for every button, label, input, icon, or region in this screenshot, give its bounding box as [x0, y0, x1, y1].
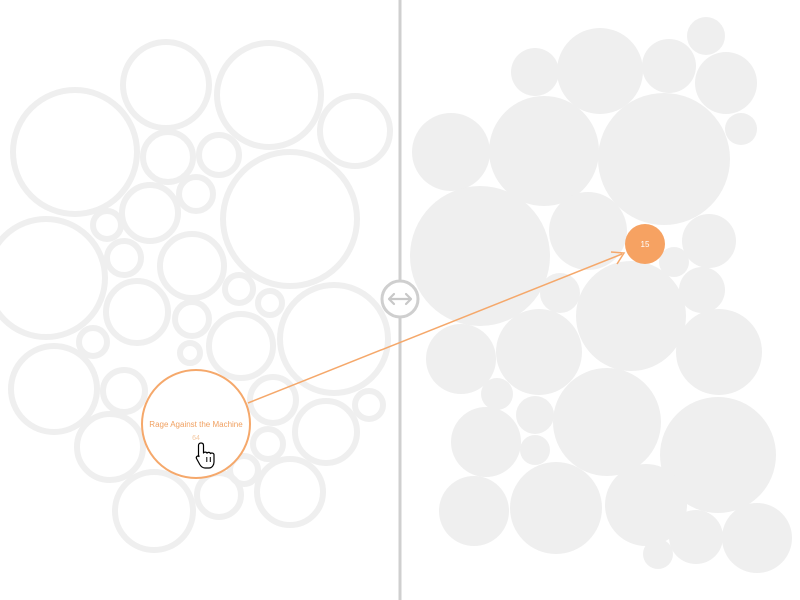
left-bubble[interactable]: [119, 182, 181, 244]
left-bubble[interactable]: [317, 93, 393, 169]
hand-pointer-icon: [195, 442, 215, 469]
right-bubble[interactable]: [659, 247, 689, 277]
left-bubble[interactable]: [222, 272, 256, 306]
right-bubble[interactable]: [412, 113, 490, 191]
right-bubble[interactable]: [481, 378, 513, 410]
left-bubble[interactable]: [247, 374, 299, 426]
left-bubble[interactable]: [352, 388, 386, 422]
right-bubble[interactable]: [679, 267, 725, 313]
swap-arrows-icon: [387, 292, 413, 306]
left-bubble-selected[interactable]: [141, 369, 251, 479]
right-bubble[interactable]: [695, 52, 757, 114]
right-bubble[interactable]: [511, 48, 559, 96]
right-bubble[interactable]: [549, 192, 627, 270]
right-bubble[interactable]: [669, 510, 723, 564]
left-bubble[interactable]: [104, 238, 144, 278]
selected-bubble-count: 64: [192, 435, 200, 442]
connection-arrow: [247, 251, 626, 404]
right-selected-value: 15: [641, 240, 650, 249]
left-bubble[interactable]: [176, 174, 216, 214]
swap-toggle-button[interactable]: [380, 279, 420, 319]
left-bubble[interactable]: [177, 340, 203, 366]
right-bubble[interactable]: [451, 407, 521, 477]
left-bubble[interactable]: [194, 470, 244, 520]
right-bubble[interactable]: [576, 261, 686, 371]
right-bubble[interactable]: [516, 396, 554, 434]
right-bubble[interactable]: [510, 462, 602, 554]
left-bubble[interactable]: [140, 129, 196, 185]
right-bubble[interactable]: [410, 186, 550, 326]
right-bubble[interactable]: [520, 435, 550, 465]
right-bubble[interactable]: [660, 397, 776, 513]
right-bubble-selected[interactable]: [625, 224, 665, 264]
left-bubble[interactable]: [220, 149, 360, 289]
left-bubble[interactable]: [74, 411, 146, 483]
right-bubble[interactable]: [682, 214, 736, 268]
left-bubble[interactable]: [255, 288, 285, 318]
selected-bubble-label: Rage Against the Machine: [149, 420, 243, 429]
left-bubble[interactable]: [250, 426, 286, 462]
right-bubble[interactable]: [642, 39, 696, 93]
right-bubble[interactable]: [687, 17, 725, 55]
right-bubble-panel: [410, 17, 792, 573]
left-bubble[interactable]: [90, 208, 124, 242]
left-bubble[interactable]: [10, 87, 140, 217]
right-bubble[interactable]: [725, 113, 757, 145]
right-bubble[interactable]: [426, 324, 496, 394]
left-bubble[interactable]: [227, 453, 261, 487]
right-bubble[interactable]: [598, 93, 730, 225]
left-bubble[interactable]: [157, 231, 227, 301]
right-bubble[interactable]: [643, 539, 673, 569]
right-bubble[interactable]: [605, 464, 687, 546]
right-bubble[interactable]: [553, 368, 661, 476]
left-bubble[interactable]: [112, 469, 196, 553]
right-bubble[interactable]: [489, 96, 599, 206]
left-bubble[interactable]: [100, 367, 148, 415]
left-bubble[interactable]: [172, 299, 212, 339]
left-bubble[interactable]: [206, 311, 276, 381]
left-bubble[interactable]: [103, 278, 171, 346]
right-bubble[interactable]: [439, 476, 509, 546]
left-bubble[interactable]: [8, 343, 100, 435]
left-bubble[interactable]: [76, 325, 110, 359]
left-bubble[interactable]: [292, 398, 360, 466]
left-bubble-panel: [0, 39, 393, 553]
left-bubble[interactable]: [214, 40, 324, 150]
left-bubble[interactable]: [277, 282, 391, 396]
left-bubble[interactable]: [196, 132, 242, 178]
right-bubble[interactable]: [676, 309, 762, 395]
left-bubble[interactable]: [0, 216, 108, 340]
right-bubble[interactable]: [722, 503, 792, 573]
right-bubble[interactable]: [557, 28, 643, 114]
right-bubble[interactable]: [496, 309, 582, 395]
left-bubble[interactable]: [254, 456, 326, 528]
left-bubble[interactable]: [120, 39, 212, 131]
